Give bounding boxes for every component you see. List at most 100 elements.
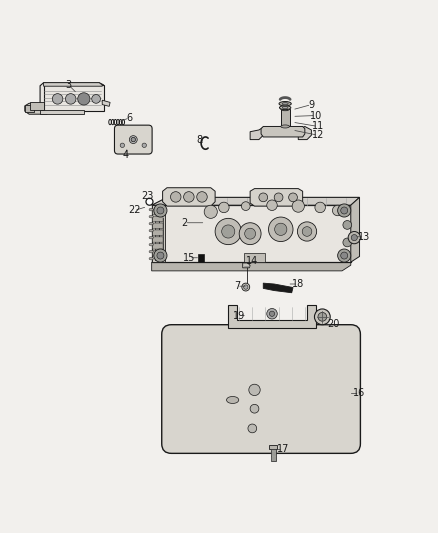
Text: 17: 17 xyxy=(276,445,289,455)
Polygon shape xyxy=(154,216,159,260)
Circle shape xyxy=(301,227,311,236)
Circle shape xyxy=(218,202,229,213)
Circle shape xyxy=(153,249,166,262)
Circle shape xyxy=(215,219,241,245)
Circle shape xyxy=(196,192,207,202)
Circle shape xyxy=(156,207,163,214)
Polygon shape xyxy=(102,100,110,107)
Polygon shape xyxy=(250,189,302,206)
FancyBboxPatch shape xyxy=(152,244,162,249)
Polygon shape xyxy=(162,188,215,206)
Polygon shape xyxy=(350,197,359,262)
Circle shape xyxy=(146,198,152,205)
Polygon shape xyxy=(228,305,315,328)
Circle shape xyxy=(247,424,256,433)
Polygon shape xyxy=(25,103,51,114)
Text: 4: 4 xyxy=(122,150,128,160)
Text: 19: 19 xyxy=(233,311,245,320)
Circle shape xyxy=(274,223,286,236)
Ellipse shape xyxy=(149,257,153,260)
Polygon shape xyxy=(151,205,164,262)
Circle shape xyxy=(342,221,351,229)
Circle shape xyxy=(170,192,180,202)
Text: 9: 9 xyxy=(307,100,314,110)
Polygon shape xyxy=(268,445,277,449)
Polygon shape xyxy=(151,262,350,271)
Ellipse shape xyxy=(279,106,290,110)
Text: 10: 10 xyxy=(309,110,321,120)
FancyBboxPatch shape xyxy=(152,251,162,256)
Circle shape xyxy=(288,193,297,201)
Polygon shape xyxy=(151,205,350,262)
Ellipse shape xyxy=(149,251,153,253)
Circle shape xyxy=(65,94,76,104)
Text: 15: 15 xyxy=(182,253,194,263)
Polygon shape xyxy=(159,219,163,260)
Ellipse shape xyxy=(280,125,289,128)
Polygon shape xyxy=(197,254,204,262)
Circle shape xyxy=(269,311,274,317)
Polygon shape xyxy=(263,283,292,293)
Circle shape xyxy=(340,207,347,214)
Circle shape xyxy=(241,201,250,211)
Ellipse shape xyxy=(149,208,153,211)
Ellipse shape xyxy=(280,107,289,111)
Circle shape xyxy=(92,94,100,103)
Circle shape xyxy=(52,94,63,104)
Circle shape xyxy=(317,312,326,321)
Text: 2: 2 xyxy=(181,218,187,228)
Circle shape xyxy=(239,223,261,245)
Text: 20: 20 xyxy=(326,319,339,329)
Circle shape xyxy=(243,285,247,289)
Polygon shape xyxy=(40,83,103,111)
Circle shape xyxy=(266,200,277,211)
Circle shape xyxy=(268,217,292,241)
Polygon shape xyxy=(25,104,33,112)
Text: 7: 7 xyxy=(233,281,240,291)
Circle shape xyxy=(156,252,163,259)
Ellipse shape xyxy=(149,243,153,246)
Circle shape xyxy=(221,225,234,238)
Polygon shape xyxy=(250,127,267,140)
Circle shape xyxy=(337,204,350,217)
Circle shape xyxy=(274,193,283,201)
Circle shape xyxy=(350,235,357,241)
Text: 18: 18 xyxy=(291,279,304,289)
Circle shape xyxy=(129,136,137,143)
Text: 14: 14 xyxy=(246,256,258,266)
FancyBboxPatch shape xyxy=(161,325,360,454)
Circle shape xyxy=(342,238,351,247)
Text: 16: 16 xyxy=(353,389,365,398)
Ellipse shape xyxy=(282,103,288,105)
Ellipse shape xyxy=(149,215,153,218)
FancyBboxPatch shape xyxy=(152,230,162,235)
Circle shape xyxy=(153,204,166,217)
Circle shape xyxy=(332,205,342,216)
Polygon shape xyxy=(243,253,265,262)
Circle shape xyxy=(183,192,194,202)
Text: 3: 3 xyxy=(65,80,71,90)
FancyBboxPatch shape xyxy=(152,223,162,228)
Ellipse shape xyxy=(149,222,153,225)
Circle shape xyxy=(248,384,260,395)
Polygon shape xyxy=(261,126,304,137)
Circle shape xyxy=(142,143,146,148)
Text: 13: 13 xyxy=(357,232,369,242)
Circle shape xyxy=(131,138,135,142)
Circle shape xyxy=(314,309,329,325)
FancyBboxPatch shape xyxy=(114,125,152,154)
Circle shape xyxy=(78,93,90,105)
Ellipse shape xyxy=(282,107,287,109)
Ellipse shape xyxy=(279,101,290,106)
Circle shape xyxy=(291,200,304,212)
Polygon shape xyxy=(280,109,289,126)
Ellipse shape xyxy=(149,236,153,239)
Text: 11: 11 xyxy=(311,122,323,132)
Polygon shape xyxy=(43,85,103,111)
Text: 23: 23 xyxy=(141,191,153,201)
Text: 8: 8 xyxy=(196,135,202,144)
Circle shape xyxy=(337,249,350,262)
Text: 6: 6 xyxy=(127,112,133,123)
Text: 22: 22 xyxy=(127,206,140,215)
Polygon shape xyxy=(30,102,43,110)
